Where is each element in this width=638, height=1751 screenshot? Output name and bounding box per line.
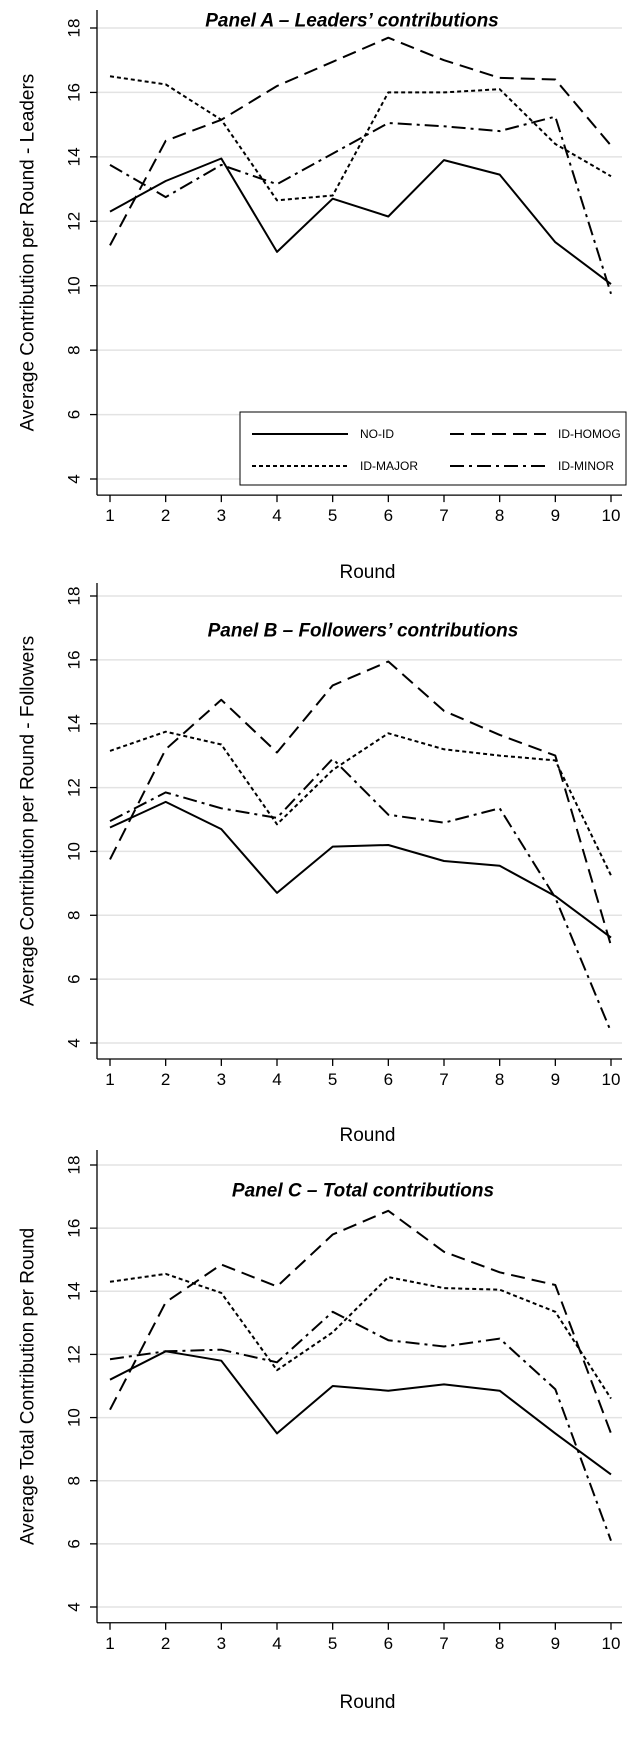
series-line-no-id xyxy=(109,1350,612,1476)
y-tick-label: 16 xyxy=(65,1219,84,1238)
series-line-id-major xyxy=(109,1272,612,1400)
y-tick-label: 18 xyxy=(65,587,84,606)
y-tick-label: 14 xyxy=(65,1282,84,1301)
x-tick-label: 3 xyxy=(217,1070,226,1089)
x-tick-label: 4 xyxy=(272,506,281,525)
x-tick-label: 7 xyxy=(439,1634,448,1653)
y-tick-label: 16 xyxy=(65,650,84,669)
legend-label: ID-MAJOR xyxy=(360,459,418,473)
x-tick-label: 2 xyxy=(161,506,170,525)
x-tick-label: 9 xyxy=(551,506,560,525)
x-tick-label: 4 xyxy=(272,1634,281,1653)
legend-label: ID-HOMOG xyxy=(558,427,621,441)
y-tick-label: 18 xyxy=(65,1156,84,1175)
x-tick-label: 10 xyxy=(602,1070,621,1089)
x-tick-label: 1 xyxy=(105,506,114,525)
y-tick-label: 4 xyxy=(65,1602,84,1611)
series-line-id-homog xyxy=(109,1209,612,1434)
series-line-id-minor xyxy=(109,1310,612,1542)
y-tick-label: 4 xyxy=(65,474,84,483)
x-tick-label: 9 xyxy=(551,1634,560,1653)
x-tick-label: 9 xyxy=(551,1070,560,1089)
panel-title: Panel B – Followers’ contributions xyxy=(208,621,519,642)
x-axis-title: Round xyxy=(340,1692,396,1713)
legend: NO-ID ID-HOMOG ID-MAJOR ID-MINOR xyxy=(239,411,627,486)
x-tick-label: 1 xyxy=(105,1634,114,1653)
x-tick-label: 3 xyxy=(217,1634,226,1653)
legend-box xyxy=(239,411,627,486)
y-tick-label: 14 xyxy=(65,714,84,733)
y-tick-label: 10 xyxy=(65,1408,84,1427)
series-line-no-id xyxy=(109,800,612,939)
series-line-id-homog xyxy=(109,36,612,246)
series-line-id-minor xyxy=(109,115,612,295)
x-tick-label: 7 xyxy=(439,506,448,525)
x-tick-label: 2 xyxy=(161,1070,170,1089)
x-axis-title: Round xyxy=(340,1125,396,1146)
x-tick-label: 7 xyxy=(439,1070,448,1089)
panel-title: Panel C – Total contributions xyxy=(232,1181,494,1202)
y-tick-label: 8 xyxy=(65,345,84,354)
series-line-no-id xyxy=(109,157,612,285)
x-tick-label: 5 xyxy=(328,1070,337,1089)
series-line-id-minor xyxy=(109,757,612,1033)
x-tick-label: 8 xyxy=(495,506,504,525)
y-tick-label: 6 xyxy=(65,410,84,419)
x-tick-label: 4 xyxy=(272,1070,281,1089)
x-tick-label: 1 xyxy=(105,1070,114,1089)
x-tick-label: 5 xyxy=(328,506,337,525)
y-tick-label: 12 xyxy=(65,1345,84,1364)
y-tick-label: 12 xyxy=(65,212,84,231)
x-tick-label: 6 xyxy=(384,506,393,525)
x-axis-title: Round xyxy=(340,562,396,583)
panel-title: Panel A – Leaders’ contributions xyxy=(205,11,499,32)
y-axis-title: Average Total Contribution per Round xyxy=(18,1228,39,1545)
y-tick-label: 18 xyxy=(65,19,84,38)
series-line-id-major xyxy=(109,730,612,876)
x-tick-label: 10 xyxy=(602,1634,621,1653)
y-tick-label: 8 xyxy=(65,1476,84,1485)
y-tick-label: 8 xyxy=(65,911,84,920)
y-tick-label: 6 xyxy=(65,974,84,983)
x-tick-label: 5 xyxy=(328,1634,337,1653)
y-tick-label: 10 xyxy=(65,842,84,861)
x-tick-label: 8 xyxy=(495,1070,504,1089)
y-tick-label: 10 xyxy=(65,276,84,295)
x-tick-label: 8 xyxy=(495,1634,504,1653)
y-tick-label: 16 xyxy=(65,83,84,102)
legend-label: NO-ID xyxy=(360,427,394,441)
y-tick-label: 4 xyxy=(65,1038,84,1047)
y-tick-label: 14 xyxy=(65,147,84,166)
y-tick-label: 6 xyxy=(65,1539,84,1548)
legend-label: ID-MINOR xyxy=(558,459,614,473)
x-tick-label: 2 xyxy=(161,1634,170,1653)
x-tick-label: 10 xyxy=(602,506,621,525)
series-line-id-homog xyxy=(109,660,612,946)
x-tick-label: 6 xyxy=(384,1070,393,1089)
y-tick-label: 12 xyxy=(65,778,84,797)
y-axis-title: Average Contribution per Round - Followe… xyxy=(18,636,39,1006)
x-tick-label: 3 xyxy=(217,506,226,525)
y-axis-title: Average Contribution per Round - Leaders xyxy=(18,74,39,432)
x-tick-label: 6 xyxy=(384,1634,393,1653)
